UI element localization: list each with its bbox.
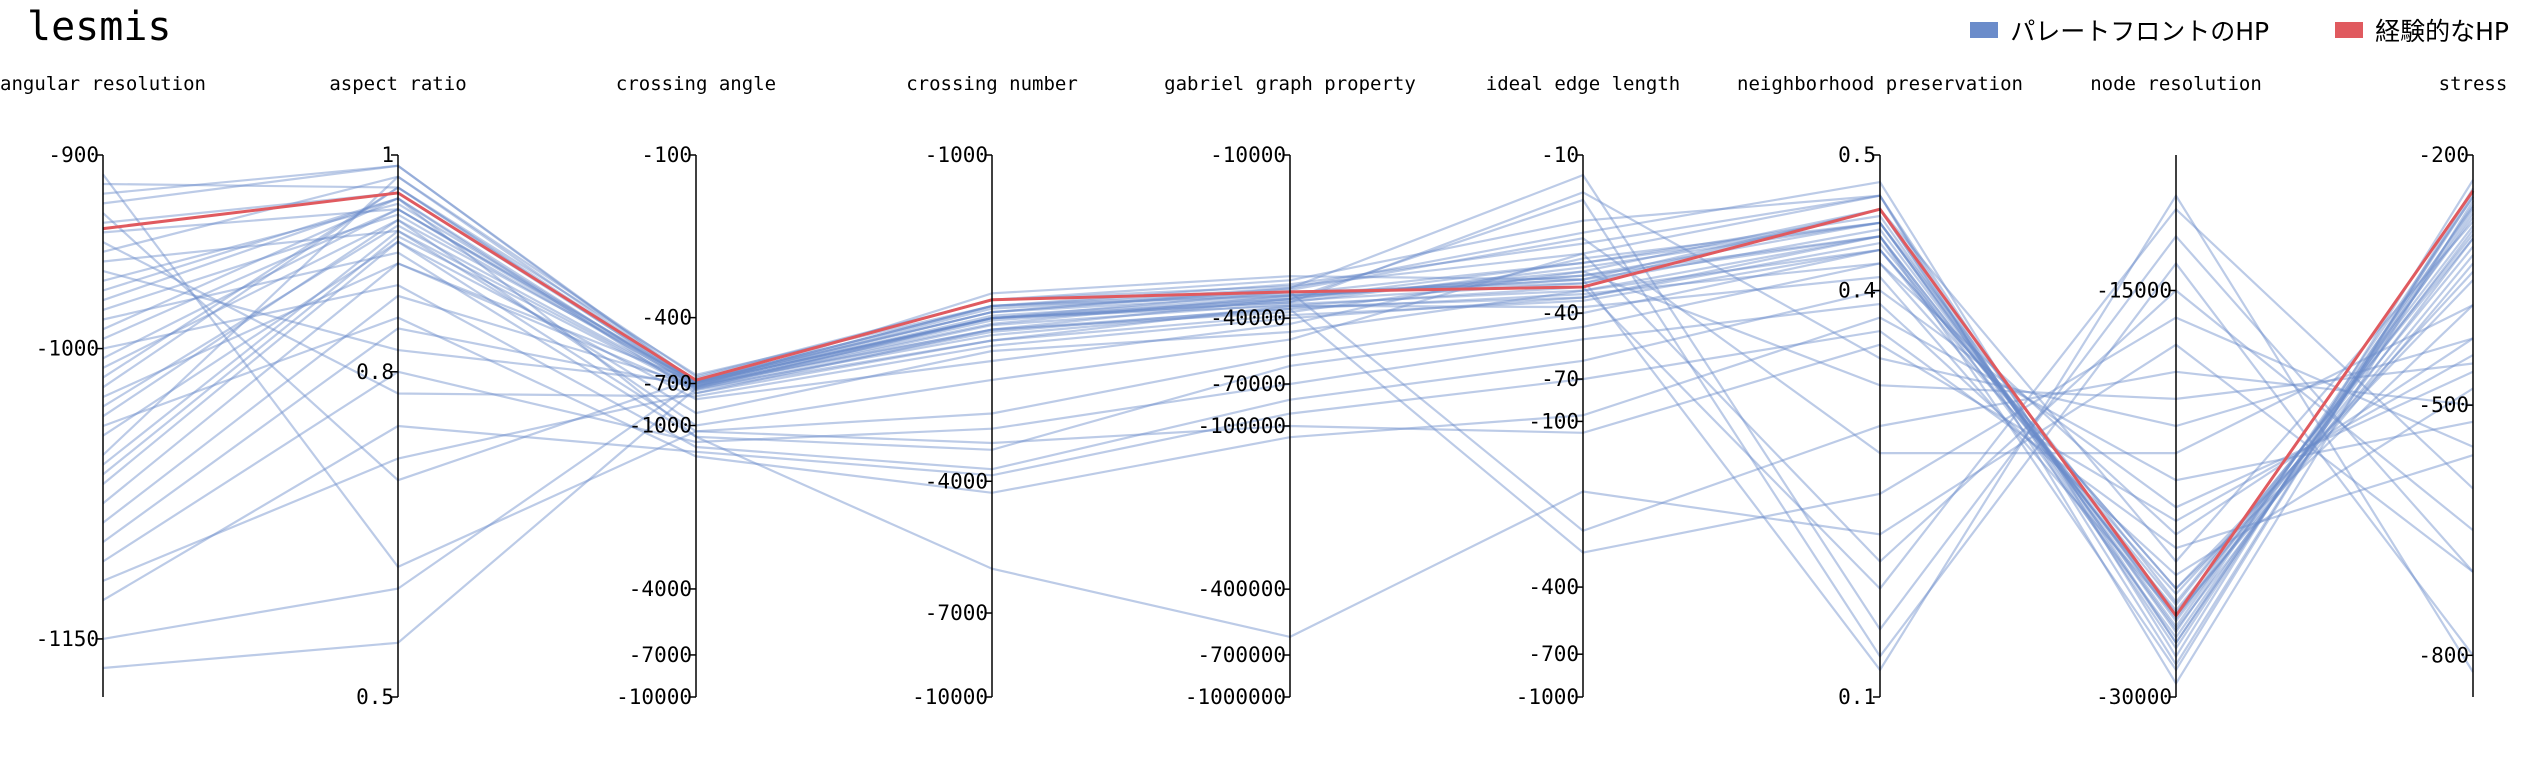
tick-label: -10000 (912, 685, 988, 709)
tick-label: 0.1 (1838, 685, 1876, 709)
axis-label: crossing angle (616, 73, 776, 95)
tick-label: -400000 (1197, 577, 1286, 601)
tick-label: -40000 (1210, 306, 1286, 330)
tick-label: -100 (1528, 409, 1579, 433)
axis-gabriel-graph-property: gabriel graph property -10000 -40000 -70000… (1164, 73, 1416, 709)
axis-stress: stress -200 -500 -800 (2418, 73, 2507, 697)
pareto-hp-line (102, 196, 2474, 651)
tick-label: -1000 (36, 337, 99, 361)
legend-label-pareto: パレートフロントのHP (2010, 17, 2270, 46)
legend-label-empirical: 経験的なHP (2375, 17, 2509, 46)
axis-ideal-edge-length: ideal edge length -10 -40 -70 -100 -400 -700 -1… (1486, 73, 1680, 709)
tick-label: -15000 (2096, 279, 2172, 303)
tick-label: -100000 (1197, 414, 1286, 438)
tick-label: -900 (48, 143, 99, 167)
axis-label: aspect ratio (329, 73, 466, 95)
tick-label: -1000 (1516, 685, 1579, 709)
axis-label: neighborhood preservation (1737, 73, 2023, 95)
legend-item-pareto[interactable]: パレートフロントのHP (1970, 12, 2269, 48)
tick-label: -400 (1528, 575, 1579, 599)
legend-swatch-pareto (1970, 22, 1999, 38)
axis-aspect-ratio: aspect ratio 1 0.8 0.5 (329, 73, 466, 709)
legend: パレートフロントのHP 経験的なHP (1970, 12, 2509, 48)
legend-item-empirical[interactable]: 経験的なHP (2335, 12, 2509, 48)
tick-label: -200 (2418, 143, 2469, 167)
tick-label: -1150 (36, 627, 99, 651)
tick-label: -1000000 (1185, 685, 1286, 709)
axis-label: gabriel graph property (1164, 73, 1416, 95)
axis-crossing-number: crossing number -1000 -4000 -7000 -10000 (906, 73, 1078, 709)
tick-label: -10 (1541, 143, 1579, 167)
axis-angular-resolution: angular resolution -900 -1000 -1150 (0, 73, 206, 697)
tick-label: -700000 (1197, 643, 1286, 667)
tick-label: -1000 (925, 143, 988, 167)
tick-label: 1 (381, 143, 394, 167)
tick-label: 0.5 (1838, 143, 1876, 167)
tick-label: -1000 (629, 414, 692, 438)
axis-label: crossing number (906, 73, 1078, 95)
tick-label: -400 (641, 306, 692, 330)
axis-crossing-angle: crossing angle -100 -400 -700 -1000 -4000 -700… (616, 73, 776, 709)
axis-label: stress (2439, 73, 2508, 95)
tick-label: 0.4 (1838, 279, 1876, 303)
tick-label: 0.8 (356, 360, 394, 384)
tick-label: -100 (641, 143, 692, 167)
tick-label: 0.5 (356, 685, 394, 709)
tick-label: -700 (641, 372, 692, 396)
tick-label: -7000 (925, 601, 988, 625)
axis-node-resolution: node resolution -15000 -30000 (2090, 73, 2262, 709)
axis-neighborhood-preservation: neighborhood preservation 0.5 0.4 0.1 (1737, 73, 2023, 709)
axis-label: angular resolution (0, 73, 206, 95)
axes-layer: angular resolution -900 -1000 -1150 aspect r… (0, 73, 2507, 709)
tick-label: -30000 (2096, 685, 2172, 709)
tick-label: -500 (2418, 393, 2469, 417)
pareto-hp-line (102, 218, 2474, 564)
tick-label: -4000 (629, 577, 692, 601)
tick-label: -10000 (1210, 143, 1286, 167)
tick-label: -10000 (616, 685, 692, 709)
polyline-layer (102, 164, 2475, 686)
tick-label: -700 (1528, 642, 1579, 666)
axis-label: node resolution (2090, 73, 2262, 95)
tick-label: -7000 (629, 643, 692, 667)
tick-label: -800 (2418, 643, 2469, 667)
tick-label: -4000 (925, 469, 988, 493)
empirical-hp-line (102, 190, 2475, 619)
axis-label: ideal edge length (1486, 73, 1680, 95)
tick-label: -70000 (1210, 372, 1286, 396)
tick-label: -40 (1541, 301, 1579, 325)
chart-title: lesmis (27, 4, 172, 50)
legend-swatch-empirical (2335, 22, 2364, 38)
tick-label: -70 (1541, 367, 1579, 391)
